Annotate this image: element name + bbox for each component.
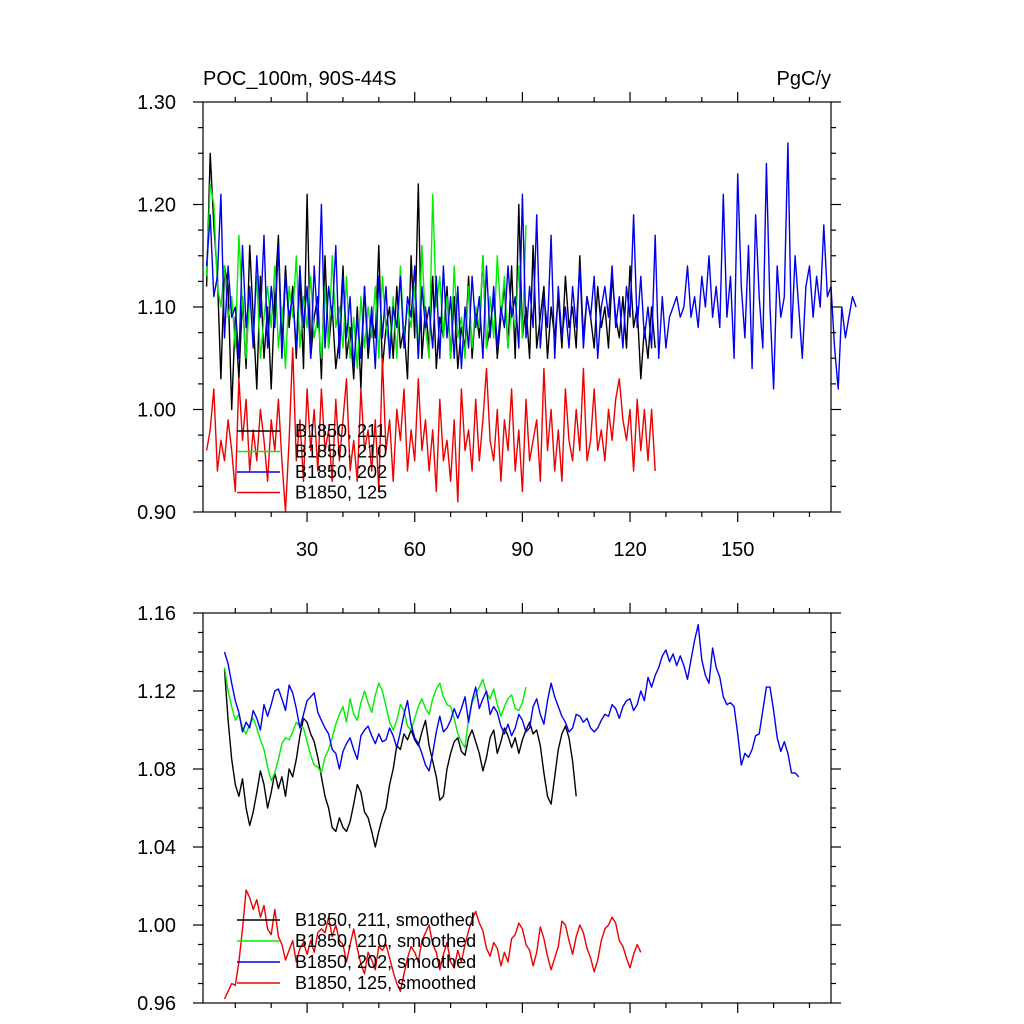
- x-tick-label: 120: [613, 539, 646, 561]
- legend-label-4: B1850, 125, smoothed: [295, 973, 476, 993]
- legend-label-3: B1850, 202: [295, 462, 387, 482]
- bottom-panel: 0.96 1.00 1.04 1.08 1.12 1.16 B1850, 211, smoo…: [137, 603, 841, 1015]
- top-panel: POC_100m, 90S-44S PgC/y 30 60 90 120 150 0.90…: [137, 68, 857, 561]
- series-line-2: [223, 667, 527, 782]
- series-line-4: [223, 889, 642, 1000]
- y-tick-label: 1.00: [137, 400, 176, 422]
- legend-label-1: B1850, 211: [295, 421, 386, 441]
- x-tick-label: 90: [511, 539, 533, 561]
- legend-label-2: B1850, 210: [295, 442, 387, 462]
- y-tick-label: 1.04: [137, 837, 176, 859]
- legend-label-2: B1850, 210, smoothed: [295, 931, 476, 951]
- y-tick-label: 0.96: [137, 993, 176, 1015]
- x-tick-label: 30: [296, 539, 318, 561]
- legend-label-4: B1850, 125: [295, 483, 387, 503]
- x-tick-label: 150: [721, 539, 754, 561]
- chart-title: POC_100m, 90S-44S: [203, 68, 396, 90]
- y-tick-label: 1.10: [137, 297, 176, 319]
- series-line-3: [223, 624, 800, 778]
- y-tick-label: 1.00: [137, 915, 176, 937]
- y-tick-label: 1.08: [137, 759, 176, 781]
- series-line-3: [205, 142, 857, 390]
- series-line-4: [205, 347, 656, 513]
- x-tick-label: 60: [404, 539, 426, 561]
- series-line-1: [223, 669, 577, 848]
- y-tick-label: 1.16: [137, 603, 176, 625]
- y-tick-label: 0.90: [137, 502, 176, 524]
- y-tick-label: 1.20: [137, 195, 176, 217]
- legend-label-3: B1850, 202, smoothed: [295, 952, 476, 972]
- units-label: PgC/y: [777, 68, 831, 90]
- y-tick-label: 1.30: [137, 92, 176, 114]
- y-tick-label: 1.12: [137, 681, 176, 703]
- legend-label-1: B1850, 211, smoothed: [295, 910, 475, 930]
